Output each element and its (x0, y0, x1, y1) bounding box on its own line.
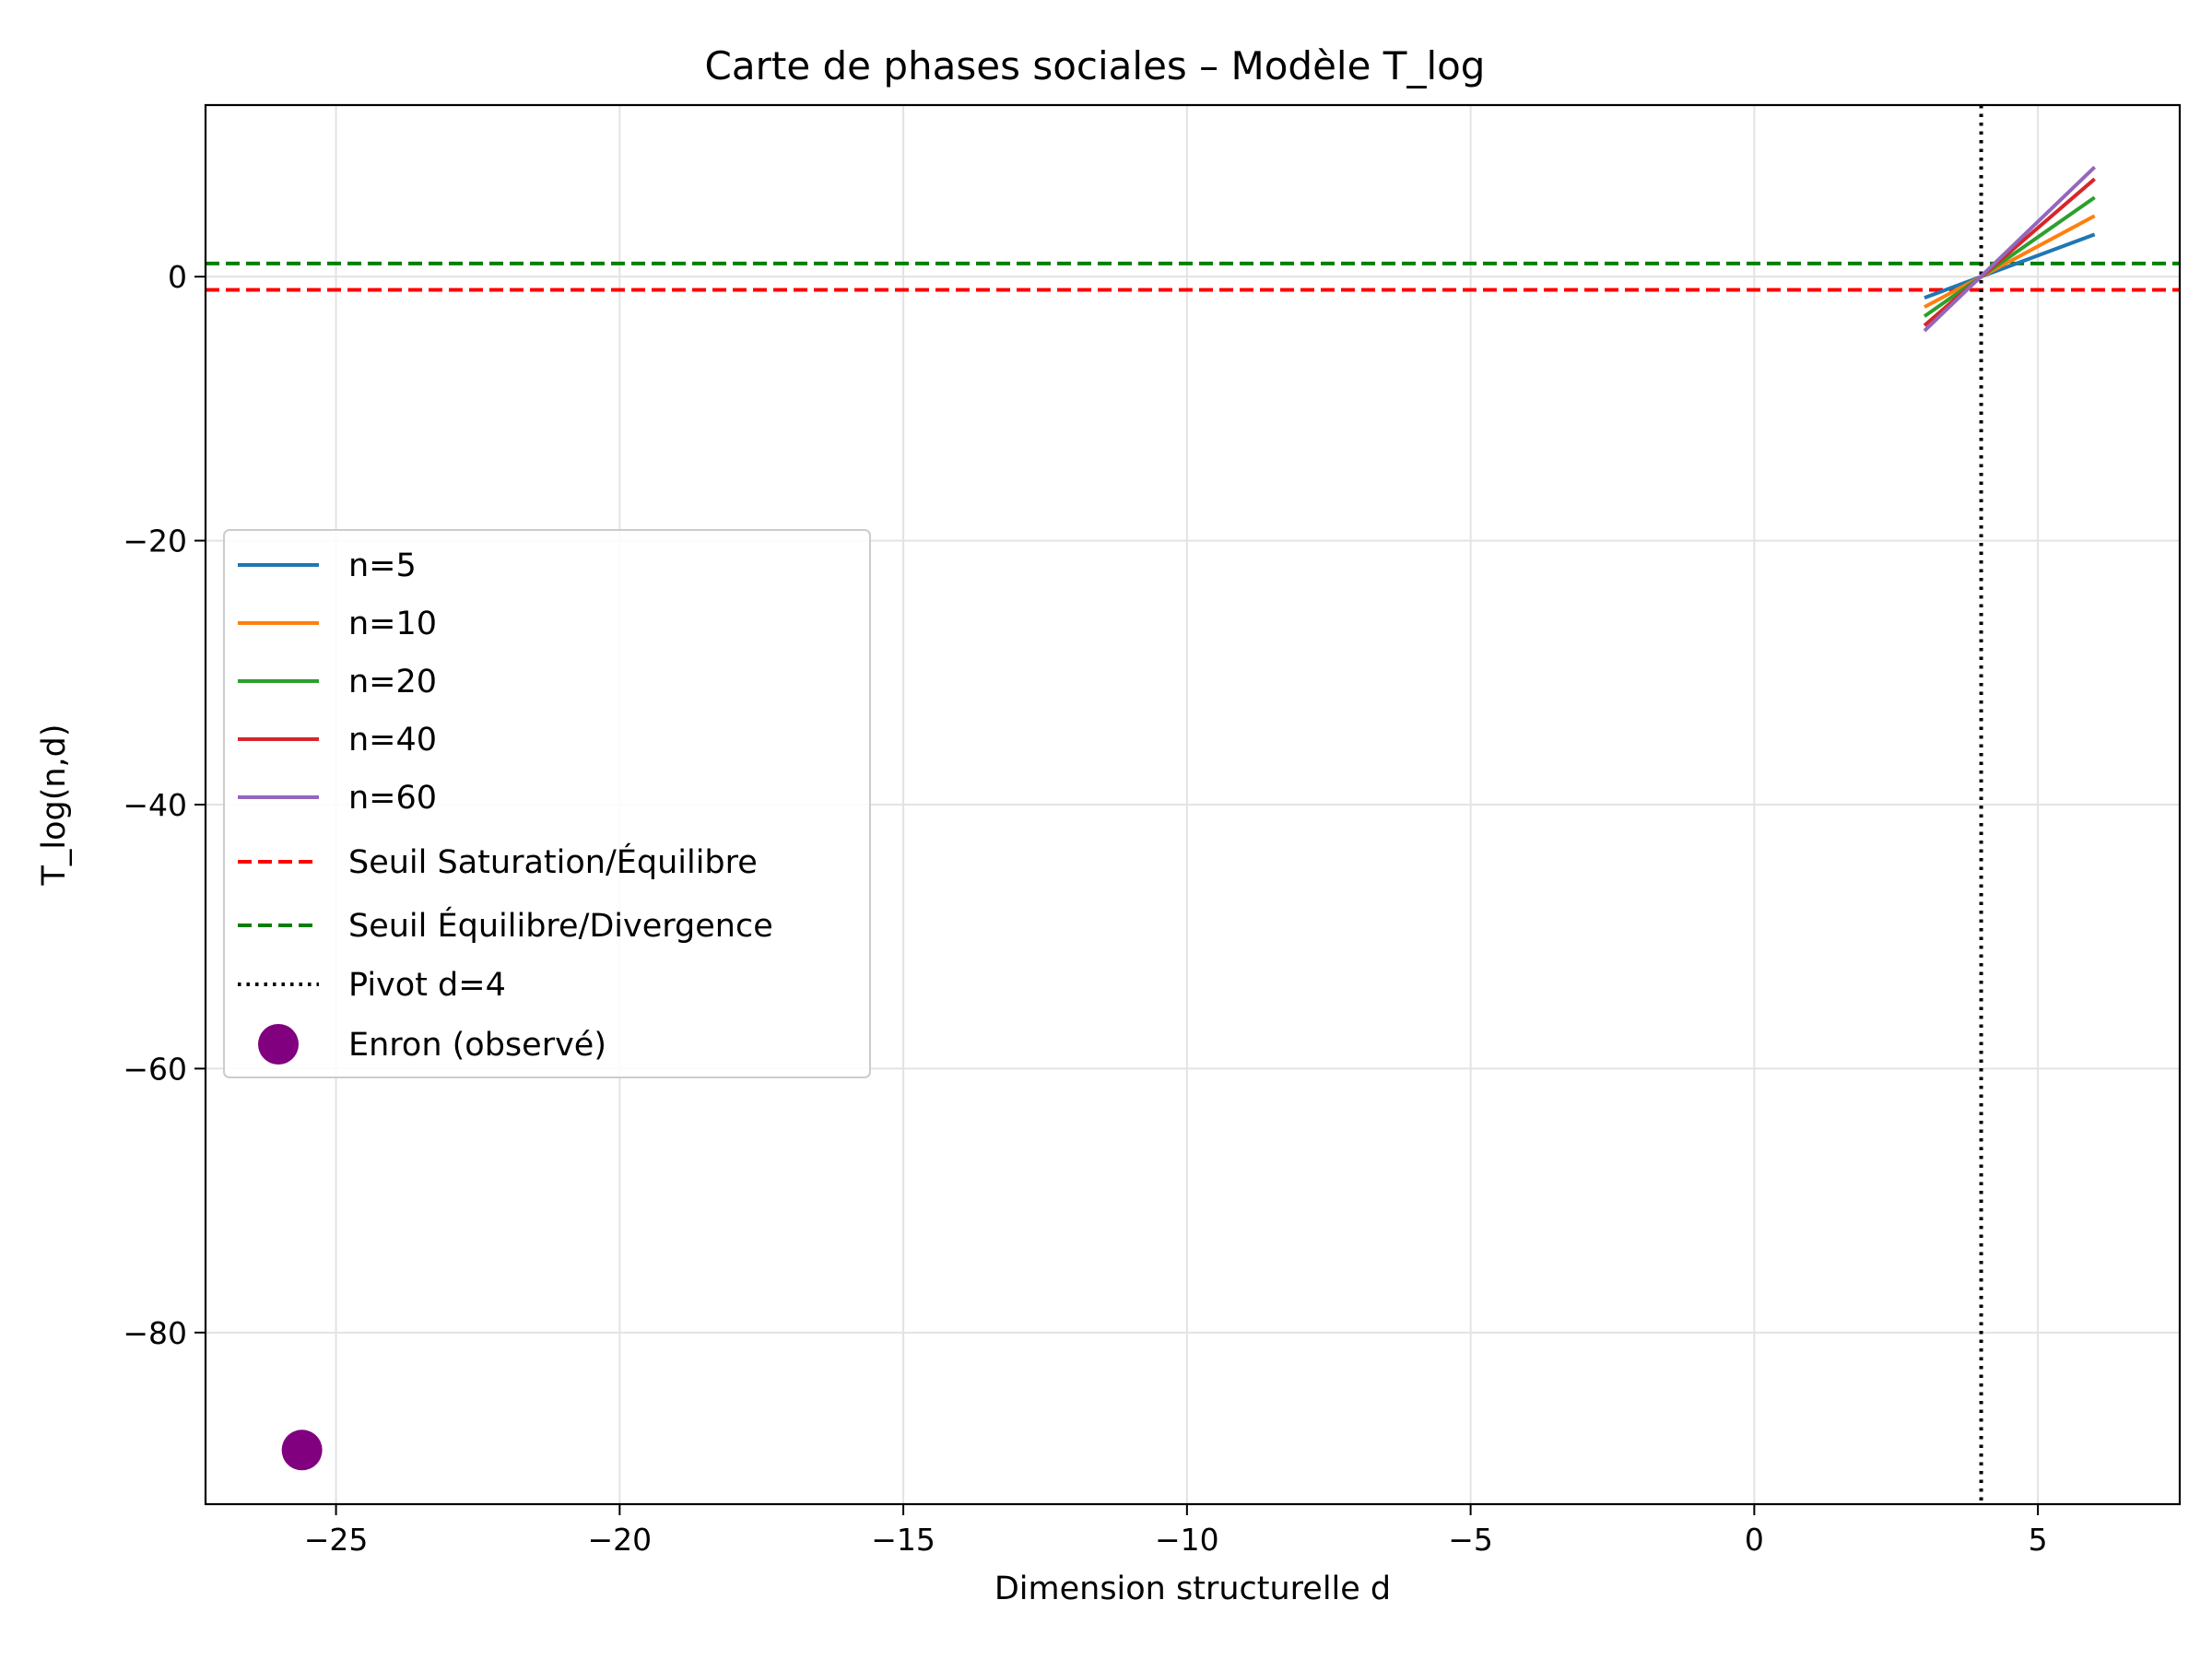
x-tick-label: −5 (1448, 1522, 1493, 1558)
point-layer (281, 1430, 323, 1471)
series-line-n-60 (1923, 165, 2097, 333)
y-axis-label: T_log(n,d) (36, 724, 73, 886)
enron-point (281, 1430, 323, 1471)
x-tick-label: −20 (587, 1522, 652, 1558)
legend-entry-label: n=20 (348, 664, 437, 700)
legend-entry-label: Pivot d=4 (348, 967, 506, 1004)
y-axis-ticks: 0 −20 −40 −60 −80 (123, 259, 206, 1351)
legend-entry-label: Seuil Équilibre/Divergence (348, 906, 773, 945)
x-tick-label: 0 (1745, 1522, 1764, 1558)
legend-entry-label: n=10 (348, 606, 437, 642)
series-line-n-5 (1924, 232, 2096, 300)
y-tick-label: −60 (123, 1051, 187, 1087)
legend-box (223, 529, 871, 1078)
y-tick-label: −20 (123, 524, 187, 559)
legend-entry-label: n=5 (348, 547, 417, 584)
y-tick-label: −40 (123, 787, 187, 823)
x-tick-label: −15 (871, 1522, 935, 1558)
x-tick-label: −10 (1155, 1522, 1219, 1558)
threshold-layer (206, 105, 2180, 1504)
y-tick-label: −80 (123, 1315, 187, 1351)
legend-handle-marker (258, 1024, 299, 1065)
legend-entry-label: Enron (observé) (348, 1027, 606, 1064)
series-line-n-20 (1923, 195, 2096, 318)
x-tick-label: −25 (304, 1522, 369, 1558)
series-line-n-10 (1924, 214, 2096, 309)
legend: n=5 n=10 n=20 n=40 n=60 Seuil Saturation/Équi… (223, 529, 871, 1078)
legend-entry-label: n=60 (348, 780, 437, 817)
x-axis-ticks: −25 −20 −15 −10 −5 0 5 (304, 1504, 2048, 1558)
plot-content (206, 105, 2180, 1504)
legend-entry-label: Seuil Saturation/Équilibre (348, 842, 758, 881)
x-axis-label: Dimension structurelle d (994, 1571, 1391, 1607)
y-tick-label: 0 (168, 259, 187, 295)
legend-entry-label: n=40 (348, 722, 437, 759)
series-layer (1923, 165, 2097, 333)
x-tick-label: 5 (2029, 1522, 2048, 1558)
chart-title: Carte de phases sociales – Modèle T_log (705, 43, 1486, 88)
